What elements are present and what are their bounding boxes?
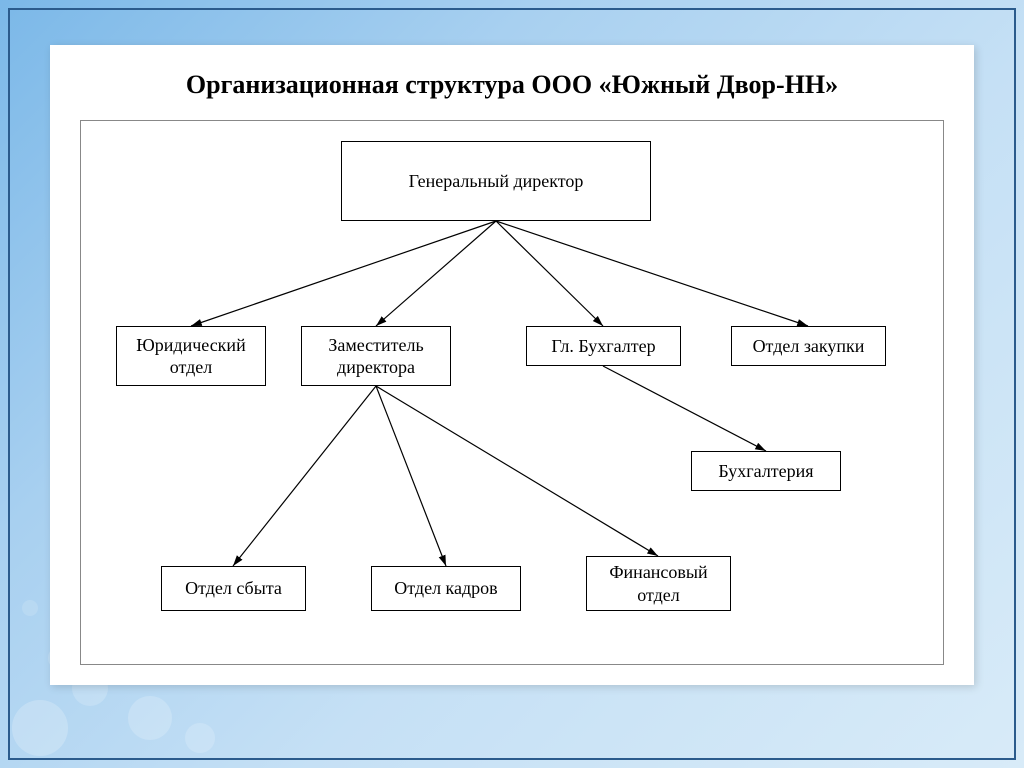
edge-deputy-sales bbox=[233, 386, 376, 566]
org-node-purchasing: Отдел закупки bbox=[731, 326, 886, 366]
org-node-bookkeeping: Бухгалтерия bbox=[691, 451, 841, 491]
org-node-hr: Отдел кадров bbox=[371, 566, 521, 611]
org-node-legal: Юридическийотдел bbox=[116, 326, 266, 386]
org-node-finance: Финансовыйотдел bbox=[586, 556, 731, 611]
slide-title: Организационная структура ООО «Южный Дво… bbox=[80, 70, 944, 100]
slide-card: Организационная структура ООО «Южный Дво… bbox=[50, 45, 974, 685]
org-node-accountant: Гл. Бухгалтер bbox=[526, 326, 681, 366]
org-node-gd: Генеральный директор bbox=[341, 141, 651, 221]
edge-deputy-finance bbox=[376, 386, 658, 556]
org-node-sales: Отдел сбыта bbox=[161, 566, 306, 611]
edge-deputy-hr bbox=[376, 386, 446, 566]
edge-gd-purchasing bbox=[496, 221, 808, 326]
edge-gd-accountant bbox=[496, 221, 603, 326]
edge-gd-deputy bbox=[376, 221, 496, 326]
org-chart-diagram: Генеральный директор Юридическийотдел Заме… bbox=[80, 120, 944, 665]
edge-gd-legal bbox=[191, 221, 496, 326]
edge-accountant-bookkeeping bbox=[603, 366, 766, 451]
org-node-deputy: Заместительдиректора bbox=[301, 326, 451, 386]
